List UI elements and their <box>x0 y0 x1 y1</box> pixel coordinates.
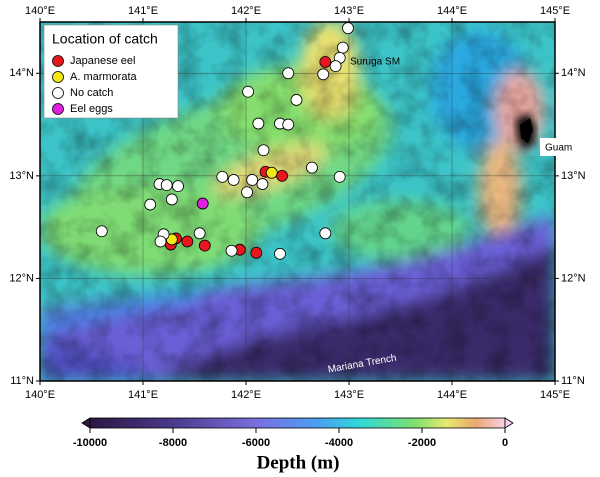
y-tick-label: 12°N <box>9 272 34 284</box>
catch-point <box>306 161 318 174</box>
colorbar-tick-label: -4000 <box>325 437 353 449</box>
catch-point <box>144 198 157 211</box>
colorbar-tick-label: 0 <box>502 437 508 449</box>
x-tick-label: 140°E <box>25 5 55 17</box>
catch-point <box>276 169 288 182</box>
catch-point <box>319 227 332 240</box>
catch-point <box>154 235 167 248</box>
colorbar-tick-label: -10000 <box>73 437 107 449</box>
x-tick-label: 144°E <box>437 389 467 401</box>
x-tick-label: 141°E <box>128 389 158 401</box>
colorbar-tick-label: -8000 <box>159 437 187 449</box>
catch-point <box>242 85 254 98</box>
y-tick-label: 11°N <box>561 375 585 387</box>
catch-point <box>336 41 349 54</box>
legend-marker <box>52 55 64 67</box>
catch-point <box>250 246 263 259</box>
catch-point <box>317 68 330 81</box>
catch-point <box>241 186 253 199</box>
legend-marker <box>52 103 64 115</box>
legend-items: Japanese eel A. marmorata No catch Eel eggs <box>52 55 138 115</box>
catch-point <box>196 197 209 210</box>
legend-marker <box>52 71 64 83</box>
catch-point <box>95 225 108 238</box>
colorbar-tick-label: -6000 <box>242 437 270 449</box>
y-tick-label: 12°N <box>561 272 586 284</box>
y-tick-label: 14°N <box>9 67 34 79</box>
catch-point <box>246 174 259 186</box>
map-frame <box>39 21 556 382</box>
x-tick-label: 145°E <box>540 389 570 401</box>
legend-label: Japanese eel <box>70 55 135 67</box>
catch-point <box>274 247 286 260</box>
colorbar-label: Depth (m) <box>257 452 340 473</box>
x-tick-label: 142°E <box>231 5 261 17</box>
legend-label: Eel eggs <box>70 103 113 115</box>
catch-point <box>227 174 240 186</box>
terrain <box>40 22 555 381</box>
catch-point <box>198 239 211 252</box>
x-tick-label: 142°E <box>231 389 261 401</box>
x-tick-label: 141°E <box>128 5 158 17</box>
catch-point <box>290 94 303 106</box>
catch-point <box>282 118 295 131</box>
y-tick-label: 11°N <box>10 375 34 387</box>
y-tick-label: 13°N <box>9 170 34 182</box>
graticule: 140°E 140°E 141°E 141°E 142°E 142°E 143°E 143°E… <box>9 5 585 401</box>
legend-label: A. marmorata <box>70 71 138 83</box>
catch-point <box>181 235 194 248</box>
catch-point <box>216 170 229 183</box>
x-tick-label: 143°E <box>334 5 364 17</box>
x-tick-label: 140°E <box>25 389 55 401</box>
x-tick-label: 143°E <box>334 389 364 401</box>
legend-label: No catch <box>70 87 113 99</box>
catch-point <box>265 166 278 179</box>
catch-point <box>257 144 270 157</box>
catch-point <box>252 117 265 130</box>
catch-point <box>193 227 206 240</box>
annotation: Guam <box>545 143 572 154</box>
annotation: Suruga SM <box>350 57 400 68</box>
legend-title: Location of catch <box>52 31 158 47</box>
x-tick-label: 144°E <box>437 5 467 17</box>
x-tick-label: 145°E <box>540 5 570 17</box>
catch-point <box>256 178 269 190</box>
y-tick-label: 14°N <box>561 67 586 79</box>
catch-point <box>333 170 346 183</box>
colorbar-tick-label: -2000 <box>408 437 436 449</box>
catch-point <box>329 60 342 73</box>
catch-points <box>95 22 354 260</box>
catch-point <box>160 179 173 191</box>
legend-box <box>43 24 179 119</box>
y-tick-label: 13°N <box>561 170 586 182</box>
colorbar-arrow <box>81 417 91 429</box>
catch-point <box>165 193 178 206</box>
colorbar-arrow <box>504 417 514 429</box>
legend: Location of catch Japanese eel A. marmora… <box>43 24 179 119</box>
colorbar: Depth (m) -10000 -8000 -6000 -4000 -2000 0 <box>73 417 514 473</box>
catch-point <box>172 180 184 193</box>
colorbar-ramp <box>89 417 506 429</box>
catch-point <box>319 56 332 68</box>
catch-point <box>225 244 238 257</box>
catch-point <box>282 67 295 80</box>
catch-point <box>342 22 354 35</box>
legend-marker <box>52 87 64 99</box>
annotation-bg <box>540 138 576 156</box>
